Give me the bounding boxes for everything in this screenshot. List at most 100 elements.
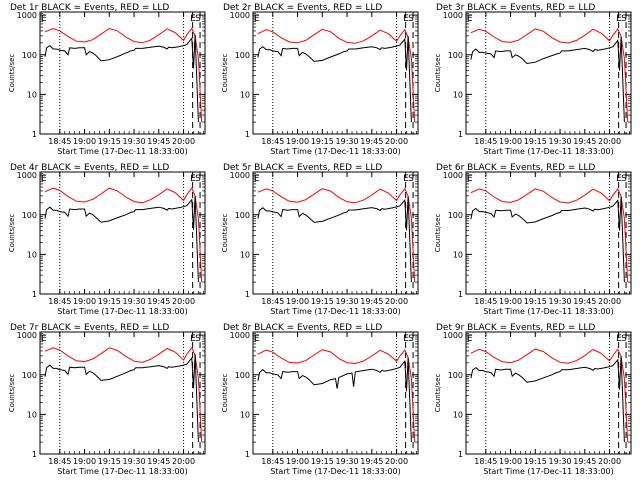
y-tick-label: 100 [235,371,250,380]
x-tick-label: 19:45 [147,137,170,146]
plot-frame [252,331,419,455]
x-axis-label: Start Time (17-Dec-11 18:33:00) [270,147,401,156]
x-tick-label: 20:00 [385,297,408,306]
x-tick-label: 20:00 [598,137,621,146]
detector-panel-2: Det 2r BLACK = Events, RED = LLD 1 10 100 10… [221,3,419,156]
chart-title: Det 6r BLACK = Events, RED = LLD [436,163,595,173]
x-tick-label: 19:00 [73,297,96,306]
y-tick-label: 1 [32,450,37,459]
y-tick-label: 100 [22,211,37,220]
event-marker-e: E [41,334,47,344]
x-tick-label: 20:00 [385,457,408,466]
y-axis-label: Counts/sec [221,54,229,93]
x-tick-label: 20:00 [598,457,621,466]
y-tick-label: 10 [240,410,250,419]
y-tick-label: 100 [448,371,463,380]
plot-frame [39,11,206,135]
series-lld-line [470,187,629,283]
x-tick-label: 19:15 [311,457,334,466]
y-tick-label: 100 [22,371,37,380]
y-axis-label: Counts/sec [434,214,442,253]
x-tick-label: 19:30 [549,137,572,146]
event-marker-e: E [254,334,260,344]
x-tick-label: 19:45 [147,297,170,306]
y-tick-label: 1 [458,290,463,299]
series-lld-line [257,349,416,443]
x-tick-label: 19:45 [573,457,596,466]
plot-frame [252,171,419,295]
x-tick-label: 19:00 [286,137,309,146]
series-events-line [257,35,412,123]
x-axis-label: Start Time (17-Dec-11 18:33:00) [57,307,188,316]
series-events-line [257,357,412,443]
y-tick-label: 10 [27,250,37,259]
detector-panel-7: Det 7r BLACK = Events, RED = LLD 1 10 100 10… [8,323,206,476]
y-tick-label: 10 [453,90,463,99]
x-tick-label: 19:30 [336,457,359,466]
event-marker-e: E [616,334,622,344]
y-tick-label: 10 [453,250,463,259]
x-axis-label: Start Time (17-Dec-11 18:33:00) [57,147,188,156]
series-events-line [44,354,199,443]
series-lld-line [44,187,203,283]
detector-panel-6: Det 6r BLACK = Events, RED = LLD 1 10 100 10… [434,163,632,316]
y-axis-label: Counts/sec [8,214,16,253]
series-events-line [44,195,199,283]
x-tick-label: 19:30 [336,137,359,146]
y-axis-label: Counts/sec [434,374,442,413]
x-tick-label: 19:00 [499,297,522,306]
x-tick-label: 19:30 [549,297,572,306]
x-tick-label: 20:00 [172,457,195,466]
event-marker-s: S [195,334,201,344]
x-tick-label: 19:15 [98,137,121,146]
plot-frame [39,331,206,455]
x-tick-label: 19:15 [311,137,334,146]
x-tick-label: 20:00 [172,297,195,306]
x-tick-label: 19:30 [123,457,146,466]
series-events-line [470,36,625,123]
y-tick-label: 10 [27,410,37,419]
x-tick-label: 19:30 [336,297,359,306]
detector-panel-1: Det 1r BLACK = Events, RED = LLD 1 10 100 10… [8,3,206,156]
x-tick-label: 20:00 [598,297,621,306]
series-lld-line [257,28,416,123]
x-tick-label: 19:15 [98,457,121,466]
plot-frame [465,331,632,455]
x-tick-label: 18:45 [474,137,497,146]
y-tick-label: 1000 [17,11,37,20]
x-tick-label: 18:45 [261,297,284,306]
y-axis-label: Counts/sec [221,374,229,413]
y-tick-label: 100 [448,51,463,60]
event-marker-s: S [621,174,627,184]
x-tick-label: 18:45 [48,457,71,466]
x-tick-label: 18:45 [48,137,71,146]
y-axis-label: Counts/sec [221,214,229,253]
x-tick-label: 19:15 [524,457,547,466]
x-tick-label: 19:00 [286,297,309,306]
event-marker-s: S [408,334,414,344]
x-tick-label: 19:15 [311,297,334,306]
y-tick-label: 100 [448,211,463,220]
x-axis-label: Start Time (17-Dec-11 18:33:00) [483,307,614,316]
y-tick-label: 1 [32,290,37,299]
y-tick-label: 10 [240,90,250,99]
x-tick-label: 19:15 [524,137,547,146]
chart-title: Det 5r BLACK = Events, RED = LLD [223,163,382,173]
detector-panel-4: Det 4r BLACK = Events, RED = LLD 1 10 100 10… [8,163,206,316]
event-marker-e: E [467,334,473,344]
event-marker-e: E [254,14,260,24]
event-marker-e: E [616,174,622,184]
series-events-line [470,196,625,283]
y-tick-label: 1000 [230,331,250,340]
plot-frame [39,171,206,295]
y-tick-label: 10 [240,250,250,259]
event-marker-e: E [190,14,196,24]
event-marker-s: S [195,14,201,24]
chart-title: Det 9r BLACK = Events, RED = LLD [436,323,595,333]
y-tick-label: 10 [453,410,463,419]
detector-panel-5: Det 5r BLACK = Events, RED = LLD 1 10 100 10… [221,163,419,316]
y-tick-label: 100 [235,211,250,220]
x-tick-label: 18:45 [474,457,497,466]
x-tick-label: 18:45 [474,297,497,306]
